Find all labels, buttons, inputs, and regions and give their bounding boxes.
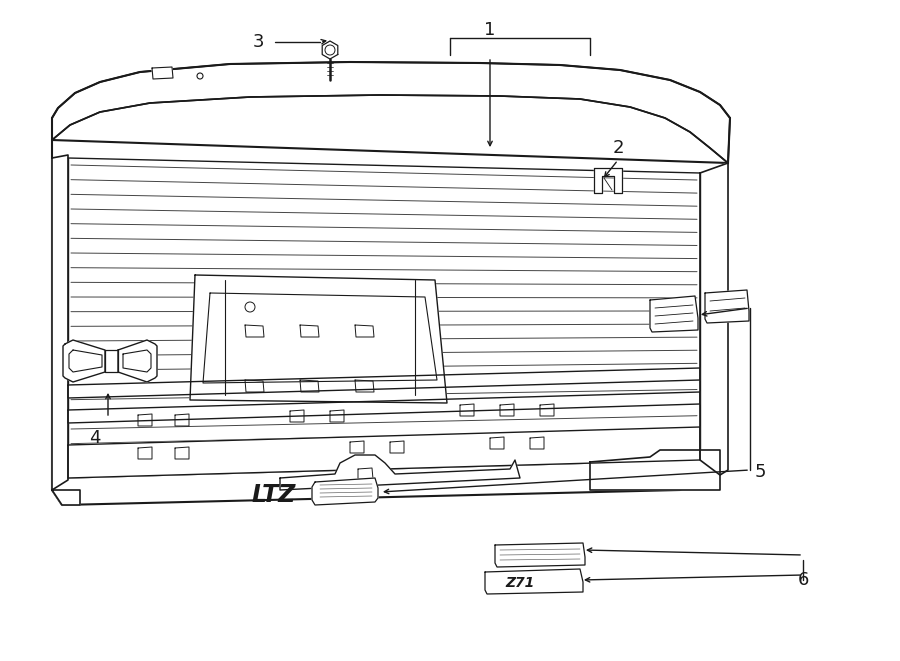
Polygon shape <box>312 478 378 505</box>
Polygon shape <box>650 296 698 332</box>
Text: 2: 2 <box>612 139 624 157</box>
Polygon shape <box>52 490 80 505</box>
Polygon shape <box>322 41 338 59</box>
Text: LTZ: LTZ <box>252 483 296 507</box>
Polygon shape <box>68 368 700 398</box>
Polygon shape <box>105 350 118 372</box>
Text: 3: 3 <box>252 33 264 51</box>
Polygon shape <box>63 340 105 382</box>
Text: 4: 4 <box>89 429 101 447</box>
Text: 5: 5 <box>755 463 767 481</box>
Polygon shape <box>190 275 447 403</box>
Text: Z71: Z71 <box>505 576 535 590</box>
Polygon shape <box>52 62 730 163</box>
Polygon shape <box>118 340 157 382</box>
Polygon shape <box>68 427 700 478</box>
Text: 6: 6 <box>797 571 809 589</box>
Polygon shape <box>700 163 728 475</box>
Polygon shape <box>594 168 622 193</box>
Text: 1: 1 <box>484 21 496 39</box>
Polygon shape <box>485 569 583 594</box>
Polygon shape <box>52 140 728 505</box>
Polygon shape <box>705 290 749 323</box>
Polygon shape <box>68 392 700 423</box>
Polygon shape <box>152 67 173 79</box>
Polygon shape <box>590 450 720 490</box>
Polygon shape <box>280 455 520 490</box>
Polygon shape <box>495 543 585 567</box>
Polygon shape <box>52 155 68 490</box>
